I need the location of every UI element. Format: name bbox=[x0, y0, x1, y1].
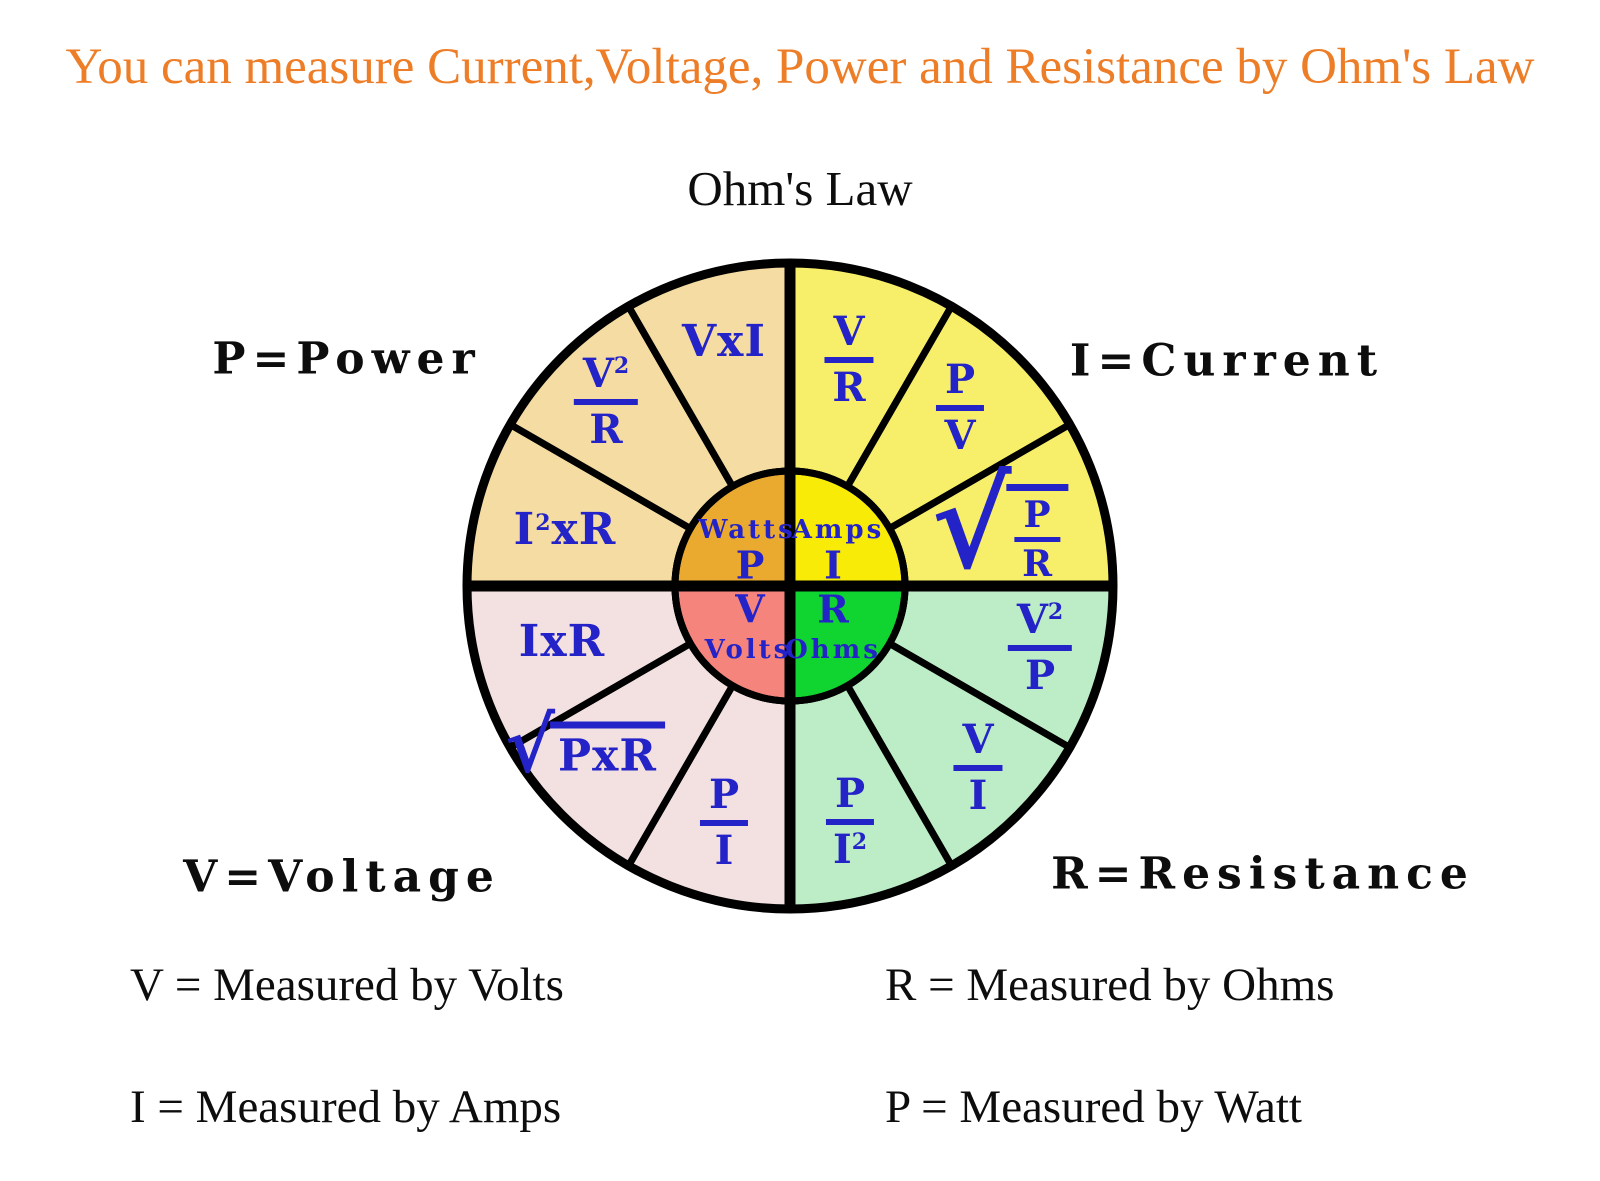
fraction-numerator: V2 bbox=[573, 353, 639, 405]
fraction-numerator: V bbox=[953, 720, 1003, 771]
fraction-numerator: P bbox=[699, 775, 749, 826]
radicand-fraction: P R bbox=[1006, 484, 1069, 585]
radicand-text: PxR bbox=[550, 721, 665, 779]
formula-current-v-over-r: V R bbox=[824, 312, 874, 411]
formula-voltage-ixr: IxR bbox=[519, 620, 605, 664]
hub-watts-label: Watts bbox=[698, 515, 796, 545]
formula-resistance-v-over-i: V I bbox=[953, 720, 1003, 819]
legend-amps: I = Measured by Amps bbox=[130, 1081, 562, 1133]
fraction-numerator: V2 bbox=[1007, 599, 1073, 651]
fraction-denominator: I bbox=[714, 827, 734, 874]
formula-voltage-p-over-i: P I bbox=[699, 775, 749, 874]
legend-watt: P = Measured by Watt bbox=[885, 1081, 1302, 1133]
hub-ohms-label: Ohms bbox=[785, 635, 881, 665]
label-power: P=Power bbox=[212, 333, 482, 385]
formula-current-sqrt-p-over-r: √ P R bbox=[931, 463, 1069, 585]
hub-v-letter: V bbox=[735, 586, 765, 632]
radical-sign: √ bbox=[931, 452, 1012, 596]
fraction-numerator: V bbox=[824, 312, 874, 363]
hub-i-letter: I bbox=[824, 542, 842, 588]
hub-volts-label: Volts bbox=[704, 635, 792, 665]
fraction-denominator: P bbox=[1024, 652, 1056, 699]
formula-text: VxI bbox=[682, 316, 766, 367]
legend-ohms: R = Measured by Ohms bbox=[885, 959, 1335, 1011]
fraction-denominator: R bbox=[832, 364, 866, 411]
hub-amps-label: Amps bbox=[791, 515, 885, 545]
outer-rim bbox=[462, 258, 1118, 914]
formula-power-vxi: VxI bbox=[682, 320, 766, 364]
hub-rim bbox=[671, 467, 909, 705]
radical-sign: √ bbox=[505, 700, 556, 790]
hub-p-letter: P bbox=[735, 542, 765, 588]
formula-power-v2-over-r: V2 R bbox=[573, 353, 639, 453]
label-current: I=Current bbox=[1069, 335, 1385, 387]
fraction-denominator: I2 bbox=[832, 826, 868, 873]
fraction-denominator: V bbox=[944, 412, 976, 459]
formula-resistance-v2-over-p: V2 P bbox=[1007, 599, 1073, 699]
formula-voltage-sqrt-pxr: √ PxR bbox=[505, 707, 665, 783]
label-resistance: R=Resistance bbox=[1051, 848, 1475, 900]
fraction-numerator: P bbox=[1014, 497, 1061, 542]
superscript: 2 bbox=[1047, 599, 1064, 625]
formula-text: IxR bbox=[518, 616, 606, 667]
superscript: 2 bbox=[535, 510, 552, 536]
hub-r-letter: R bbox=[817, 586, 849, 632]
formula-current-p-over-v: P V bbox=[935, 360, 985, 459]
superscript: 2 bbox=[851, 829, 868, 855]
wheel-title: Ohm's Law bbox=[687, 161, 913, 216]
label-voltage: V=Voltage bbox=[183, 851, 501, 903]
fraction-denominator: R bbox=[589, 406, 623, 453]
legend-volts: V = Measured by Volts bbox=[130, 959, 564, 1011]
fraction-denominator: R bbox=[1022, 543, 1054, 585]
superscript: 2 bbox=[613, 353, 630, 379]
fraction-denominator: I bbox=[968, 772, 988, 819]
formula-power-i2xr: I2xR bbox=[513, 504, 617, 555]
fraction-numerator: P bbox=[935, 360, 985, 411]
fraction-numerator: P bbox=[825, 774, 875, 825]
formula-resistance-p-over-i2: P I2 bbox=[825, 774, 875, 873]
page-heading: You can measure Current,Voltage, Power a… bbox=[65, 39, 1535, 95]
